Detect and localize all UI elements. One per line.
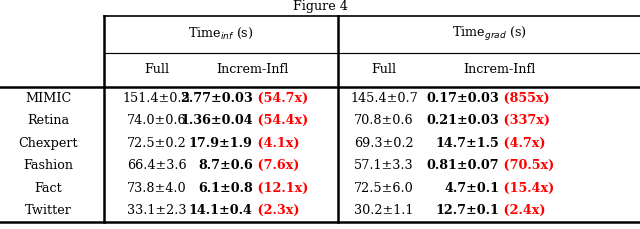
Text: 4.7±0.1: 4.7±0.1 xyxy=(444,182,499,195)
Text: 72.5±0.2: 72.5±0.2 xyxy=(127,137,187,150)
Text: 14.7±1.5: 14.7±1.5 xyxy=(435,137,499,150)
Text: Retina: Retina xyxy=(27,114,69,127)
Text: (12.1x): (12.1x) xyxy=(253,182,308,195)
Text: (54.4x): (54.4x) xyxy=(253,114,308,127)
Text: (4.7x): (4.7x) xyxy=(499,137,546,150)
Text: (855x): (855x) xyxy=(499,92,550,105)
Text: (4.1x): (4.1x) xyxy=(253,137,300,150)
Text: Time$_{grad}$ (s): Time$_{grad}$ (s) xyxy=(452,25,526,43)
Text: Twitter: Twitter xyxy=(24,204,72,217)
Text: Chexpert: Chexpert xyxy=(18,137,78,150)
Text: Fact: Fact xyxy=(34,182,62,195)
Text: Fashion: Fashion xyxy=(23,159,73,172)
Text: 145.4±0.7: 145.4±0.7 xyxy=(350,92,418,105)
Text: 6.1±0.8: 6.1±0.8 xyxy=(198,182,253,195)
Text: Increm-Infl: Increm-Infl xyxy=(463,63,536,76)
Text: 57.1±3.3: 57.1±3.3 xyxy=(354,159,414,172)
Text: 72.5±6.0: 72.5±6.0 xyxy=(354,182,414,195)
Text: 12.7±0.1: 12.7±0.1 xyxy=(435,204,499,217)
Text: (54.7x): (54.7x) xyxy=(253,92,308,105)
Text: 8.7±0.6: 8.7±0.6 xyxy=(198,159,253,172)
Text: 33.1±2.3: 33.1±2.3 xyxy=(127,204,186,217)
Text: 2.77±0.03: 2.77±0.03 xyxy=(180,92,253,105)
Text: (2.4x): (2.4x) xyxy=(499,204,546,217)
Text: 0.17±0.03: 0.17±0.03 xyxy=(426,92,499,105)
Text: 0.81±0.07: 0.81±0.07 xyxy=(427,159,499,172)
Text: (2.3x): (2.3x) xyxy=(253,204,300,217)
Text: 74.0±0.6: 74.0±0.6 xyxy=(127,114,187,127)
Text: (337x): (337x) xyxy=(499,114,550,127)
Text: (70.5x): (70.5x) xyxy=(499,159,554,172)
Text: 151.4±0.5: 151.4±0.5 xyxy=(123,92,191,105)
Text: Figure 4: Figure 4 xyxy=(292,0,348,13)
Text: Full: Full xyxy=(144,63,170,76)
Text: (7.6x): (7.6x) xyxy=(253,159,299,172)
Text: 30.2±1.1: 30.2±1.1 xyxy=(355,204,413,217)
Text: 17.9±1.9: 17.9±1.9 xyxy=(189,137,253,150)
Text: Increm-Infl: Increm-Infl xyxy=(216,63,289,76)
Text: 0.21±0.03: 0.21±0.03 xyxy=(426,114,499,127)
Text: 69.3±0.2: 69.3±0.2 xyxy=(354,137,414,150)
Text: 14.1±0.4: 14.1±0.4 xyxy=(189,204,253,217)
Text: MIMIC: MIMIC xyxy=(25,92,71,105)
Text: (15.4x): (15.4x) xyxy=(499,182,554,195)
Text: Time$_{inf}$ (s): Time$_{inf}$ (s) xyxy=(188,26,253,41)
Text: 1.36±0.04: 1.36±0.04 xyxy=(180,114,253,127)
Text: 66.4±3.6: 66.4±3.6 xyxy=(127,159,187,172)
Text: 73.8±4.0: 73.8±4.0 xyxy=(127,182,187,195)
Text: Full: Full xyxy=(371,63,397,76)
Text: 70.8±0.6: 70.8±0.6 xyxy=(354,114,414,127)
